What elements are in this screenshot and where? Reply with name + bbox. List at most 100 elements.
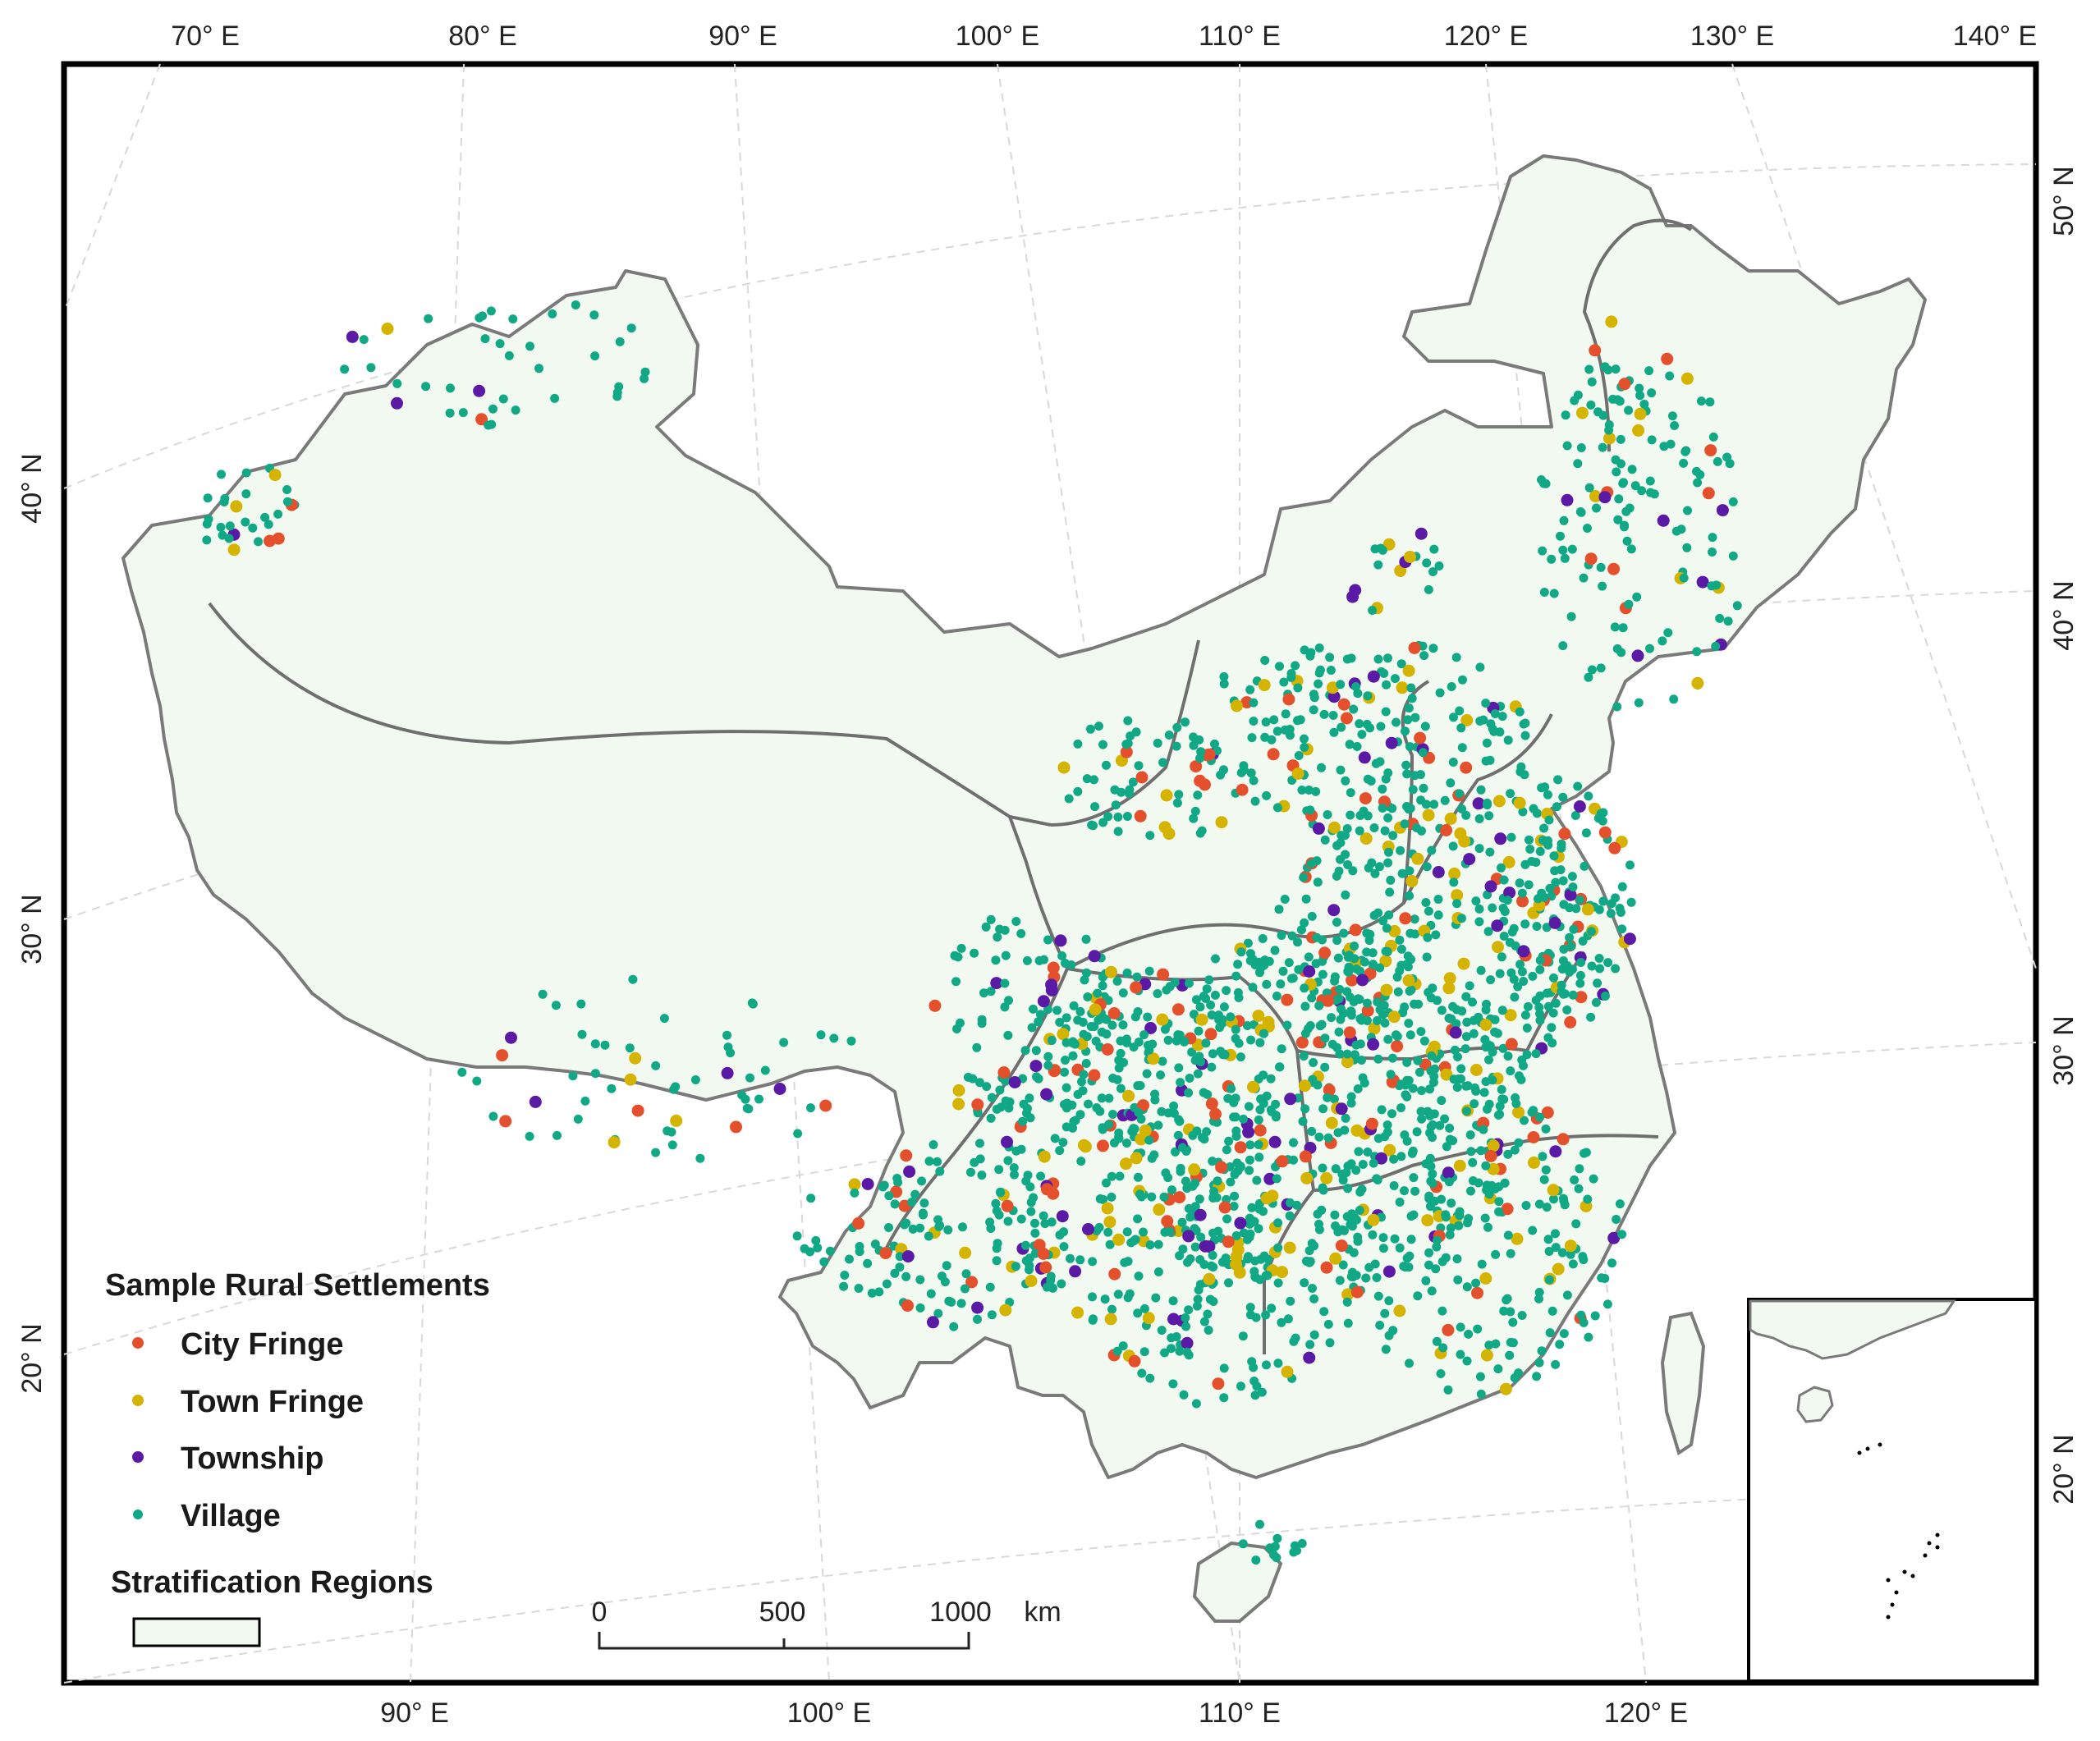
settlement-point [1608,841,1621,854]
settlement-point [1349,997,1359,1006]
settlement-point [813,1243,823,1253]
settlement-point [1417,1086,1427,1096]
settlement-point [1239,1228,1249,1238]
settlement-point [1220,1050,1230,1060]
inset-island-dot [1902,1569,1907,1574]
settlement-point [1359,957,1369,967]
settlement-point [1532,922,1542,931]
settlement-point [1314,643,1324,653]
settlement-point [1612,467,1621,477]
settlement-point [1573,390,1583,400]
settlement-point [1283,1314,1293,1324]
settlement-point [1475,1372,1485,1381]
settlement-point [1532,1372,1542,1381]
settlement-point [1134,809,1147,822]
settlement-point [663,1126,672,1136]
settlement-point [1488,1075,1497,1085]
settlement-point [1597,1273,1607,1283]
settlement-point [1402,769,1412,779]
settlement-point [1281,1365,1294,1378]
settlement-point [1254,1115,1263,1125]
settlement-point [1101,1043,1114,1056]
settlement-point [1172,1332,1181,1341]
settlement-point [1307,1126,1317,1136]
settlement-point [1592,503,1601,513]
settlement-point [1413,1056,1423,1065]
settlement-point [1107,1304,1116,1314]
settlement-point [1158,821,1172,834]
settlement-point [1474,844,1484,854]
settlement-point [1378,804,1387,813]
settlement-point [1268,1135,1282,1148]
settlement-point [1596,809,1606,818]
settlement-point [1343,1184,1353,1194]
settlement-point [1564,888,1577,901]
settlement-point [1369,960,1378,969]
legend-regions-swatch [132,1617,261,1647]
settlement-point [1134,761,1144,771]
settlement-point [1425,1111,1435,1120]
settlement-point [971,1098,984,1111]
settlement-point [1542,988,1552,998]
settlement-point [1576,1310,1586,1320]
settlement-point [1329,727,1339,737]
settlement-point [1023,1171,1033,1180]
settlement-point [1465,981,1474,991]
settlement-point [1445,1230,1455,1239]
settlement-point [1112,1233,1126,1246]
settlement-point [1272,992,1282,1001]
settlement-point [1483,798,1492,808]
settlement-point [1219,1363,1229,1373]
settlement-point [1702,487,1715,500]
settlement-point [1234,1141,1247,1154]
settlement-point [1059,1242,1069,1252]
settlement-point [1468,1176,1478,1185]
settlement-point [1224,1136,1234,1146]
settlement-point [1549,589,1559,598]
settlement-point [1112,976,1122,986]
settlement-point [1456,1064,1466,1074]
settlement-point [1470,1099,1479,1109]
settlement-point [1082,968,1091,978]
settlement-point [241,489,251,499]
settlement-point [1561,410,1570,420]
settlement-point [1484,811,1494,821]
settlement-point [1112,1346,1122,1356]
inset-island-dot [1878,1442,1882,1447]
settlement-point [1404,804,1414,814]
settlement-point [1415,1067,1424,1077]
settlement-point [366,363,376,373]
left-lat-labels: 40° N 30° N 20° N [16,453,48,1393]
settlement-point [986,987,996,996]
settlement-point [1071,1306,1084,1319]
settlement-point [1019,1099,1029,1109]
settlement-point [1057,761,1071,774]
settlement-point [1272,1174,1282,1184]
settlement-point [1342,824,1352,833]
settlement-point [1328,821,1341,834]
settlement-point [1250,796,1260,806]
settlement-point [1249,1216,1259,1226]
settlement-point [1579,1317,1589,1327]
settlement-point [1676,525,1686,534]
settlement-point [935,1166,945,1176]
settlement-point [1204,1028,1217,1041]
settlement-point [1614,494,1624,504]
settlement-point [219,497,229,506]
settlement-point [1494,1197,1504,1207]
settlement-point [1402,1092,1412,1102]
settlement-point [829,1033,839,1043]
settlement-point [1491,919,1504,932]
settlement-point [1018,1116,1028,1126]
settlement-point [1320,1261,1333,1274]
settlement-point [1068,1037,1078,1047]
settlement-point [1413,1291,1423,1301]
settlement-point [1562,1005,1572,1015]
settlement-point [1121,1034,1131,1044]
settlement-point [855,1242,864,1251]
settlement-point [1332,936,1342,946]
settlement-point [1484,880,1497,893]
settlement-point [1326,681,1339,694]
settlement-point [839,1281,849,1291]
settlement-point [1229,1112,1239,1122]
